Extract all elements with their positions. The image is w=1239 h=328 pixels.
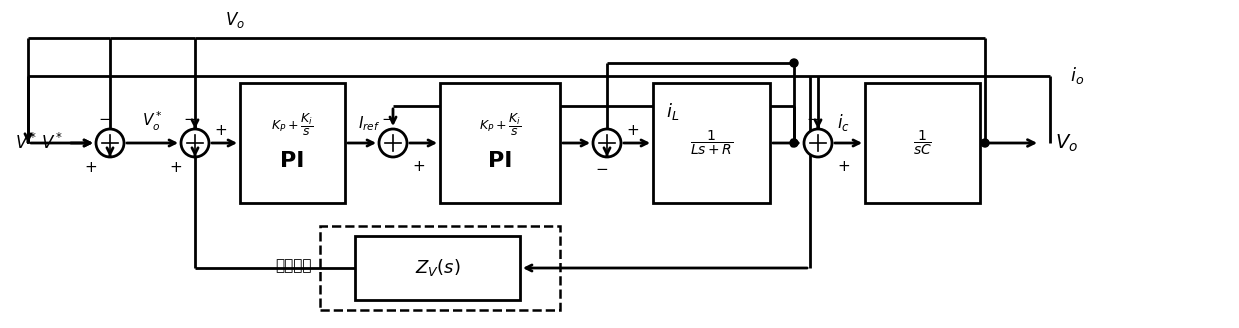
Bar	[356, 236, 520, 300]
Circle shape	[790, 59, 798, 67]
Text: $+$: $+$	[626, 123, 639, 138]
Text: $-$: $-$	[807, 110, 819, 125]
Circle shape	[981, 139, 989, 147]
Text: $-$: $-$	[98, 110, 112, 125]
Text: $i_c$: $i_c$	[838, 112, 850, 133]
Bar	[653, 83, 769, 203]
Text: $+$: $+$	[84, 160, 98, 175]
Bar	[240, 83, 344, 203]
Text: $+$: $+$	[214, 123, 227, 138]
Text: $V_o$: $V_o$	[225, 10, 245, 30]
Text: $V_o^*$: $V_o^*$	[141, 110, 162, 133]
Text: $V_o$: $V_o$	[1054, 133, 1078, 154]
Text: $K_P+\dfrac{K_i}{s}$: $K_P+\dfrac{K_i}{s}$	[479, 112, 522, 138]
Text: $i_o$: $i_o$	[1070, 66, 1084, 87]
Text: $+$: $+$	[413, 159, 425, 174]
Text: $i_L$: $i_L$	[667, 100, 680, 121]
Text: $V^*$: $V^*$	[41, 133, 63, 153]
Bar	[440, 83, 560, 203]
Circle shape	[790, 139, 798, 147]
Text: $-$: $-$	[382, 110, 394, 125]
Circle shape	[379, 129, 406, 157]
Text: 虚拟阻抗: 虚拟阻抗	[275, 258, 312, 274]
Text: $V^*$: $V^*$	[15, 133, 37, 153]
Text: $-$: $-$	[596, 160, 608, 175]
Text: $Z_V(s)$: $Z_V(s)$	[415, 257, 461, 278]
Bar	[865, 83, 980, 203]
Text: $\dfrac{1}{sC}$: $\dfrac{1}{sC}$	[913, 129, 932, 157]
Text: PI: PI	[488, 151, 512, 171]
Text: $I_{ref}$: $I_{ref}$	[358, 114, 380, 133]
Text: $\dfrac{1}{Ls+R}$: $\dfrac{1}{Ls+R}$	[690, 129, 733, 157]
Text: $+$: $+$	[170, 160, 182, 175]
Text: $-$: $-$	[183, 110, 197, 125]
Circle shape	[804, 129, 833, 157]
Circle shape	[593, 129, 621, 157]
Circle shape	[181, 129, 209, 157]
Text: $K_P+\dfrac{K_i}{s}$: $K_P+\dfrac{K_i}{s}$	[271, 112, 313, 138]
Text: PI: PI	[280, 151, 305, 171]
Circle shape	[95, 129, 124, 157]
Text: $+$: $+$	[838, 159, 850, 174]
Bar	[320, 226, 560, 310]
